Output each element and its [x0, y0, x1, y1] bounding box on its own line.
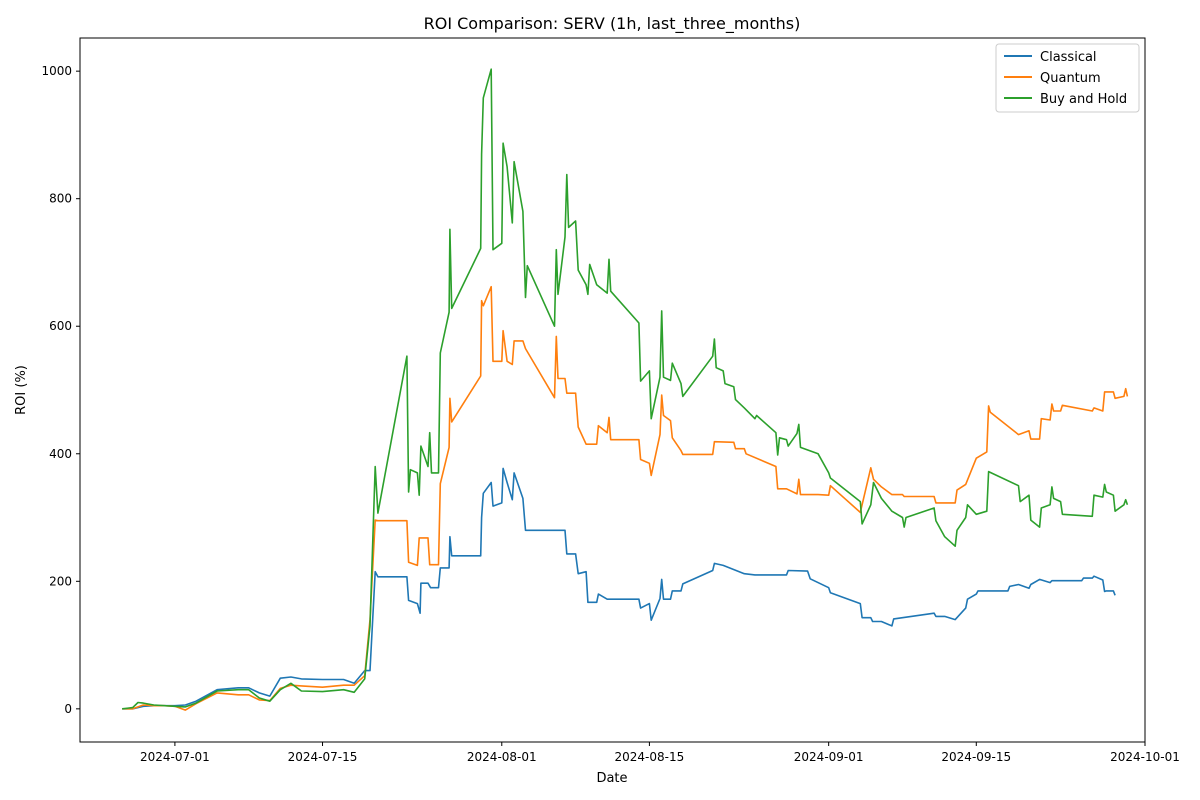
y-tick-label: 800 [49, 192, 72, 206]
plot-area [79, 37, 1146, 743]
x-tick-label: 2024-07-15 [288, 750, 358, 764]
legend-label: Quantum [1040, 71, 1101, 86]
legend-label: Classical [1040, 50, 1097, 65]
series-line-buy-and-hold [122, 68, 1129, 710]
x-tick-label: 2024-09-01 [794, 750, 864, 764]
y-tick-label: 200 [49, 574, 72, 588]
x-tick-label: 2024-07-01 [140, 750, 210, 764]
x-tick-label: 2024-10-01 [1110, 750, 1180, 764]
legend-box [995, 43, 1140, 113]
y-tick-label: 600 [49, 319, 72, 333]
series-layer [122, 68, 1129, 711]
y-axis-label: ROI (%) [14, 365, 29, 415]
x-tick-label: 2024-08-01 [467, 750, 537, 764]
legend-label: Buy and Hold [1040, 92, 1127, 107]
y-tick-label: 0 [64, 702, 72, 716]
legend-items: Classical Quantum Buy and Hold [1004, 50, 1127, 107]
axes-frame [79, 37, 1146, 743]
chart-title: ROI Comparison: SERV (1h, last_three_mon… [424, 14, 801, 34]
x-tick-label: 2024-08-15 [615, 750, 685, 764]
series-line-classical [122, 467, 1116, 710]
x-axis-label: Date [596, 771, 627, 786]
y-tick-label: 1000 [41, 64, 72, 78]
y-tick-label: 400 [49, 447, 72, 461]
x-tick-label: 2024-09-15 [941, 750, 1011, 764]
legend: Classical Quantum Buy and Hold [995, 43, 1140, 113]
y-axis: 0 200 400 600 800 1000 [41, 64, 80, 716]
x-axis: 2024-07-01 2024-07-15 2024-08-01 2024-08-15… [140, 742, 1180, 764]
